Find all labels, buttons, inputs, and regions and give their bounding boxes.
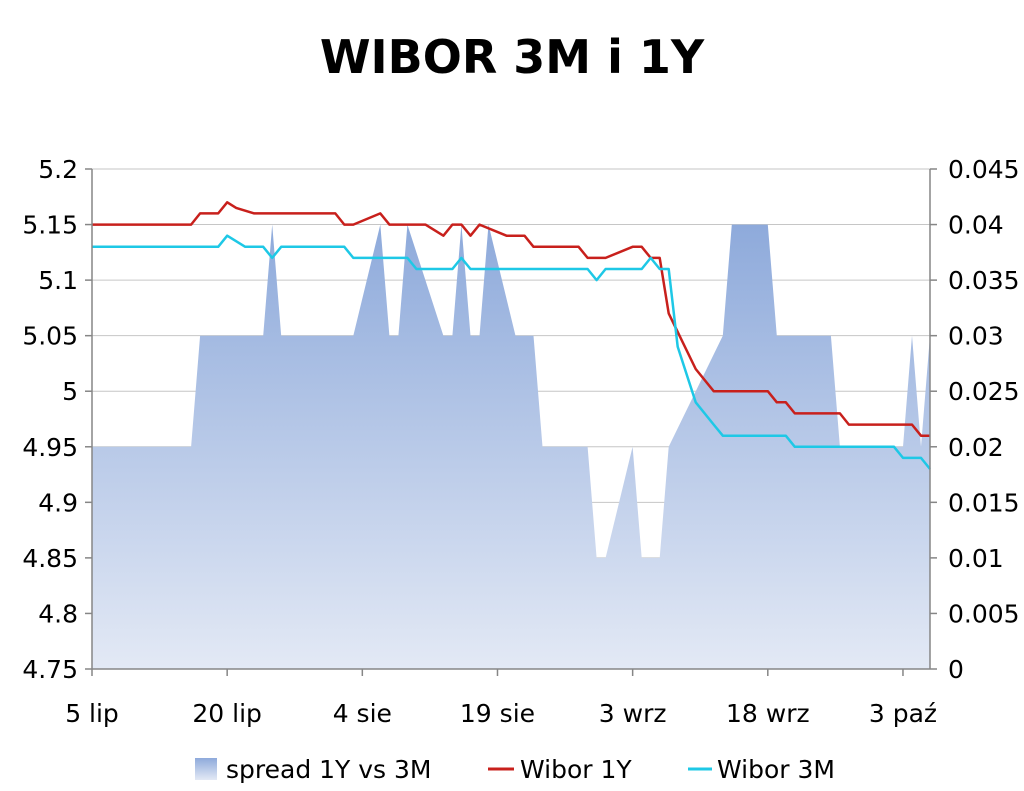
y-tick-label-left: 4.85 (22, 544, 78, 573)
legend-label-spread: spread 1Y vs 3M (226, 755, 432, 784)
x-tick-label: 19 sie (460, 699, 535, 728)
y-tick-label-left: 5.2 (38, 155, 78, 184)
legend-swatch-spread (195, 758, 217, 780)
x-tick-label: 20 lip (192, 699, 262, 728)
series-line-wibor-1y (92, 201, 930, 437)
y-tick-label-left: 4.95 (22, 433, 78, 462)
y-tick-label-left: 5 (62, 377, 78, 406)
x-tick-label: 4 sie (333, 699, 392, 728)
y-tick-label-right: 0.035 (948, 266, 1020, 295)
y-tick-label-left: 5.05 (22, 322, 78, 351)
chart-title: WIBOR 3M i 1Y (319, 30, 705, 84)
y-tick-label-left: 4.8 (38, 599, 78, 628)
y-tick-label-right: 0.015 (948, 488, 1020, 517)
y-tick-label-left: 5.15 (22, 211, 78, 240)
x-tick-label: 5 lip (65, 699, 119, 728)
x-tick-label: 18 wrz (726, 699, 810, 728)
y-tick-label-right: 0.005 (948, 599, 1020, 628)
legend-label-wibor-3m: Wibor 3M (717, 755, 835, 784)
y-tick-label-right: 0 (948, 655, 964, 684)
y-tick-label-right: 0.02 (948, 433, 1004, 462)
series-line-wibor-3m (92, 234, 931, 470)
y-tick-label-right: 0.045 (948, 155, 1020, 184)
y-tick-label-left: 4.75 (22, 655, 78, 684)
y-tick-label-right: 0.025 (948, 377, 1020, 406)
x-tick-label: 3 paź (869, 699, 937, 728)
x-tick-label: 3 wrz (599, 699, 667, 728)
y-tick-label-right: 0.01 (948, 544, 1004, 573)
y-tick-label-left: 4.9 (38, 488, 78, 517)
series-area-spread (92, 224, 930, 669)
y-tick-label-right: 0.03 (948, 322, 1004, 351)
y-tick-label-right: 0.04 (948, 211, 1004, 240)
legend-label-wibor-1y: Wibor 1Y (520, 755, 632, 784)
y-tick-label-left: 5.1 (38, 266, 78, 295)
